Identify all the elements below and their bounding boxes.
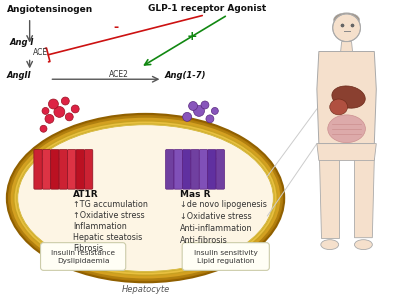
Text: Insulin resistance: Insulin resistance — [51, 250, 115, 256]
FancyBboxPatch shape — [166, 149, 174, 189]
Circle shape — [40, 125, 47, 132]
FancyBboxPatch shape — [42, 149, 51, 189]
Circle shape — [201, 101, 209, 109]
Text: Anti-inflammation: Anti-inflammation — [180, 224, 253, 233]
Circle shape — [61, 97, 69, 105]
Polygon shape — [354, 158, 374, 238]
Polygon shape — [319, 54, 331, 129]
FancyBboxPatch shape — [174, 149, 182, 189]
Circle shape — [211, 107, 218, 114]
Ellipse shape — [362, 130, 372, 141]
FancyBboxPatch shape — [40, 243, 126, 270]
Circle shape — [42, 107, 49, 114]
FancyBboxPatch shape — [51, 149, 59, 189]
Polygon shape — [362, 54, 374, 129]
Text: ACE2: ACE2 — [109, 70, 129, 79]
Ellipse shape — [330, 99, 348, 115]
Polygon shape — [317, 52, 376, 144]
Ellipse shape — [10, 117, 281, 279]
Ellipse shape — [7, 114, 284, 282]
FancyBboxPatch shape — [34, 149, 42, 189]
FancyBboxPatch shape — [199, 149, 208, 189]
FancyBboxPatch shape — [76, 149, 84, 189]
Ellipse shape — [321, 240, 339, 250]
Text: ↓Oxidative stress: ↓Oxidative stress — [180, 212, 252, 221]
Text: ↑Oxidative stress: ↑Oxidative stress — [73, 211, 145, 220]
Ellipse shape — [321, 130, 331, 141]
Ellipse shape — [17, 124, 274, 272]
FancyBboxPatch shape — [59, 149, 68, 189]
Ellipse shape — [14, 121, 277, 275]
Polygon shape — [319, 158, 339, 238]
Text: Anti-fibrosis: Anti-fibrosis — [180, 236, 228, 245]
Polygon shape — [317, 144, 376, 160]
FancyBboxPatch shape — [208, 149, 216, 189]
Ellipse shape — [334, 13, 360, 27]
Circle shape — [189, 102, 198, 110]
Circle shape — [71, 105, 79, 113]
Ellipse shape — [18, 125, 273, 271]
Polygon shape — [341, 42, 352, 52]
Circle shape — [45, 114, 54, 123]
Text: Lipid regulation: Lipid regulation — [197, 258, 254, 264]
Ellipse shape — [354, 240, 372, 250]
Text: Hepatic steatosis: Hepatic steatosis — [73, 233, 142, 242]
Text: Angiotensinogen: Angiotensinogen — [7, 5, 93, 14]
Circle shape — [194, 105, 204, 116]
Text: Ang I: Ang I — [10, 38, 34, 47]
Ellipse shape — [333, 14, 360, 42]
Text: Insulin sensitivity: Insulin sensitivity — [194, 250, 258, 256]
Text: ↓de novo lipogenesis: ↓de novo lipogenesis — [180, 200, 267, 209]
FancyBboxPatch shape — [182, 243, 269, 270]
Text: Fibrosis: Fibrosis — [73, 244, 103, 253]
Text: Dyslipidaemia: Dyslipidaemia — [57, 258, 109, 264]
Text: Hepatocyte: Hepatocyte — [122, 285, 170, 294]
Circle shape — [48, 99, 58, 109]
Text: Inflammation: Inflammation — [73, 222, 127, 231]
Circle shape — [65, 113, 73, 121]
FancyBboxPatch shape — [84, 149, 93, 189]
Text: ↑TG accumulation: ↑TG accumulation — [73, 200, 148, 209]
Circle shape — [183, 112, 192, 121]
Circle shape — [206, 115, 214, 123]
FancyBboxPatch shape — [68, 149, 76, 189]
Text: AngII: AngII — [7, 71, 32, 80]
Text: GLP-1 receptor Agonist: GLP-1 receptor Agonist — [148, 4, 267, 13]
FancyBboxPatch shape — [182, 149, 191, 189]
Circle shape — [54, 107, 65, 117]
FancyBboxPatch shape — [216, 149, 224, 189]
FancyBboxPatch shape — [191, 149, 199, 189]
Text: AT1R: AT1R — [73, 190, 99, 199]
Text: Ang(1-7): Ang(1-7) — [164, 71, 206, 80]
Text: -: - — [113, 21, 118, 34]
Text: +: + — [187, 30, 197, 43]
Text: ACE: ACE — [33, 48, 48, 57]
Ellipse shape — [332, 86, 365, 108]
Text: Mas R: Mas R — [180, 190, 211, 199]
Ellipse shape — [328, 115, 365, 143]
